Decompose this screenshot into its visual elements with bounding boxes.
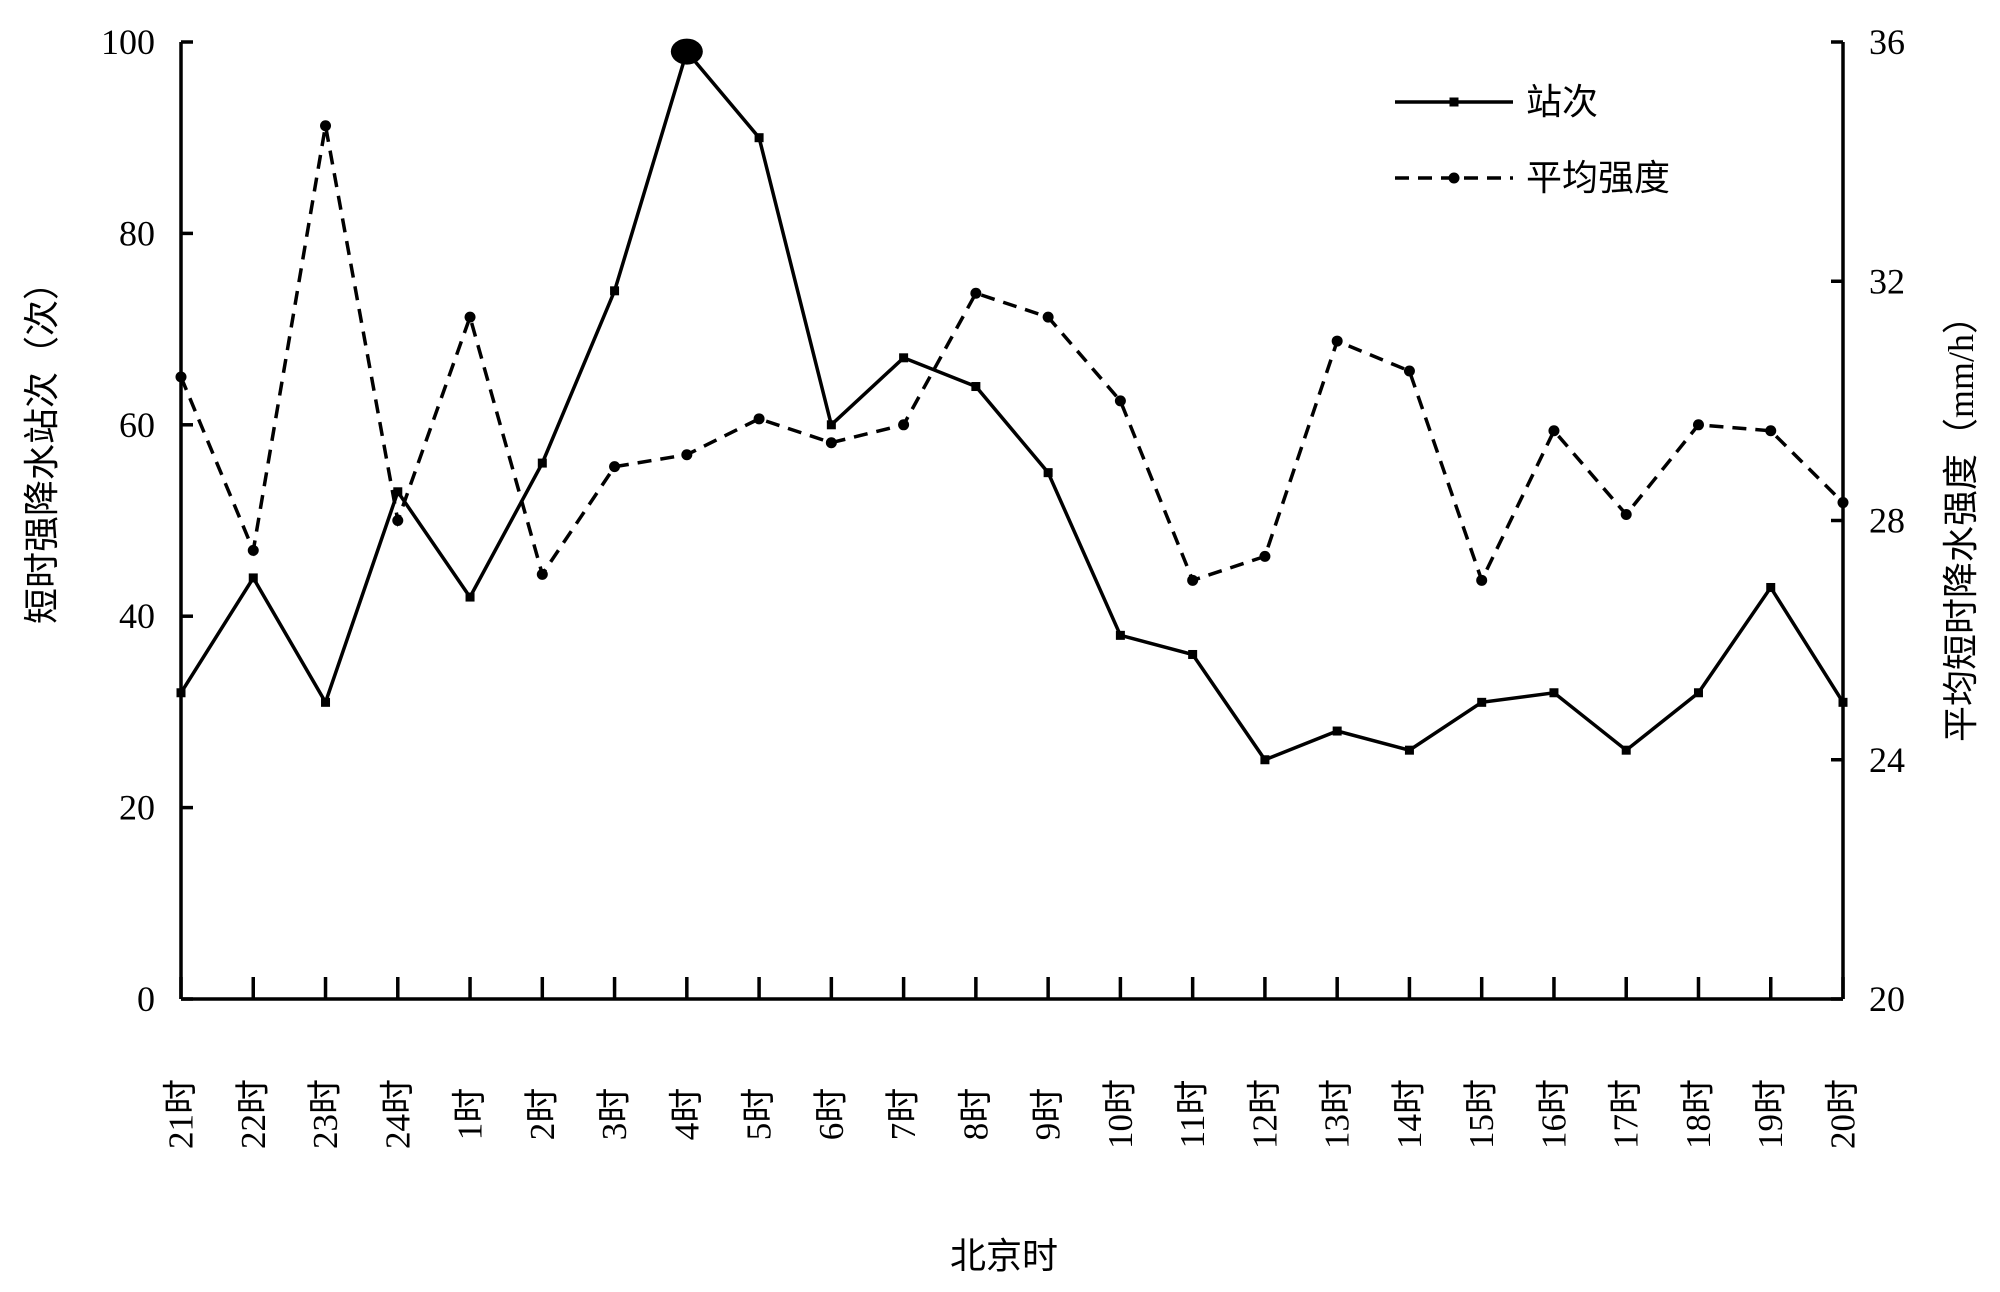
x-tick-label: 22时 [234,1079,273,1149]
x-tick-label: 5时 [740,1088,779,1141]
mean-intensity-point [681,449,693,461]
station-count-point [176,688,186,698]
x-tick-label: 8时 [956,1088,995,1141]
x-tick-label: 13时 [1318,1079,1357,1149]
mean-intensity-point [1620,509,1632,521]
x-tick-label: 12时 [1245,1079,1284,1149]
x-tick-label: 7时 [884,1088,923,1141]
station-count-point [1188,649,1198,659]
legend-station-count-marker [1449,97,1459,107]
right-y-tick-label: 24 [1869,740,1905,780]
mean-intensity-point [1837,497,1849,509]
x-tick-label: 10时 [1101,1079,1140,1149]
x-tick-label: 24时 [378,1079,417,1149]
left-y-tick-label: 60 [119,405,155,445]
left-y-axis-title: 短时强降水站次（次） [22,264,62,624]
mean-intensity-point [1331,335,1343,347]
station-count-point [321,697,331,707]
right-y-tick-label: 36 [1869,22,1905,62]
mean-intensity-point [175,371,187,383]
x-tick-label: 19时 [1751,1079,1790,1149]
legend-mean-intensity-marker [1448,172,1460,184]
x-tick-label: 2时 [523,1088,562,1141]
right-y-tick-label: 20 [1869,979,1905,1019]
station-count-point [1838,697,1848,707]
station-count-point [610,286,620,296]
x-tick-label: 9时 [1029,1088,1068,1141]
x-tick-label: 1时 [451,1088,490,1141]
mean-intensity-point [1548,425,1560,437]
station-count-point [248,573,258,583]
mean-intensity-point [825,437,837,449]
mean-intensity-point [1403,365,1415,377]
mean-intensity-point [753,413,765,425]
station-count-point [465,592,475,602]
x-tick-label: 6时 [812,1088,851,1141]
legend-station-count-label: 站次 [1526,82,1598,122]
x-tick-label: 16时 [1534,1079,1573,1149]
x-tick-label: 14时 [1390,1079,1429,1149]
station-count-point [754,133,764,143]
right-y-tick-label: 28 [1869,501,1905,541]
mean-intensity-point [1042,311,1054,323]
mean-intensity-point [536,568,548,580]
mean-intensity-point [320,120,332,132]
station-count-point [1693,688,1703,698]
station-count-point [899,353,909,363]
station-count-point [1549,688,1559,698]
x-tick-label: 23时 [306,1079,345,1149]
mean-intensity-point [464,311,476,323]
mean-intensity-point [1765,425,1777,437]
station-count-point [1115,630,1125,640]
x-tick-label: 4时 [667,1088,706,1141]
right-y-tick-label: 32 [1869,261,1905,301]
station-count-point [826,420,836,430]
station-count-point [1043,468,1053,478]
station-count-point [1621,745,1631,755]
station-count-point [1477,697,1487,707]
left-y-tick-label: 100 [101,22,155,62]
mean-intensity-point [1476,574,1488,586]
station-count-point [1332,726,1342,736]
x-tick-label: 17时 [1607,1079,1646,1149]
x-tick-label: 20时 [1824,1079,1863,1149]
station-count-point [537,458,547,468]
mean-intensity-point [609,461,621,473]
right-y-axis-title: 平均短时降水强度（mm/h） [1941,298,1981,742]
x-tick-label: 3时 [595,1088,634,1141]
mean-intensity-point [898,419,910,431]
mean-intensity-point [1259,550,1271,562]
x-tick-label: 15时 [1462,1079,1501,1149]
mean-intensity-point [1692,419,1704,431]
legend-mean-intensity-label: 平均强度 [1526,158,1670,198]
x-axis-title: 北京时 [950,1236,1058,1276]
left-y-tick-label: 80 [119,213,155,253]
station-count-point [670,38,703,65]
x-tick-label: 21时 [162,1079,201,1149]
left-y-tick-label: 0 [137,979,155,1019]
mean-intensity-line [179,125,1845,585]
x-tick-label: 18时 [1679,1079,1718,1149]
station-count-point [393,487,403,497]
mean-intensity-point [1187,574,1199,586]
station-count-point [1260,755,1270,765]
station-count-point [1404,745,1414,755]
station-count-line [179,47,1845,762]
mean-intensity-point [1114,395,1126,407]
mean-intensity-point [392,515,404,526]
left-y-tick-label: 40 [119,596,155,636]
mean-intensity-point [970,287,982,299]
station-count-point [1766,582,1776,592]
mean-intensity-point [247,544,259,556]
left-y-tick-label: 20 [119,788,155,828]
station-count-point [971,382,981,392]
x-tick-label: 11时 [1173,1080,1212,1149]
